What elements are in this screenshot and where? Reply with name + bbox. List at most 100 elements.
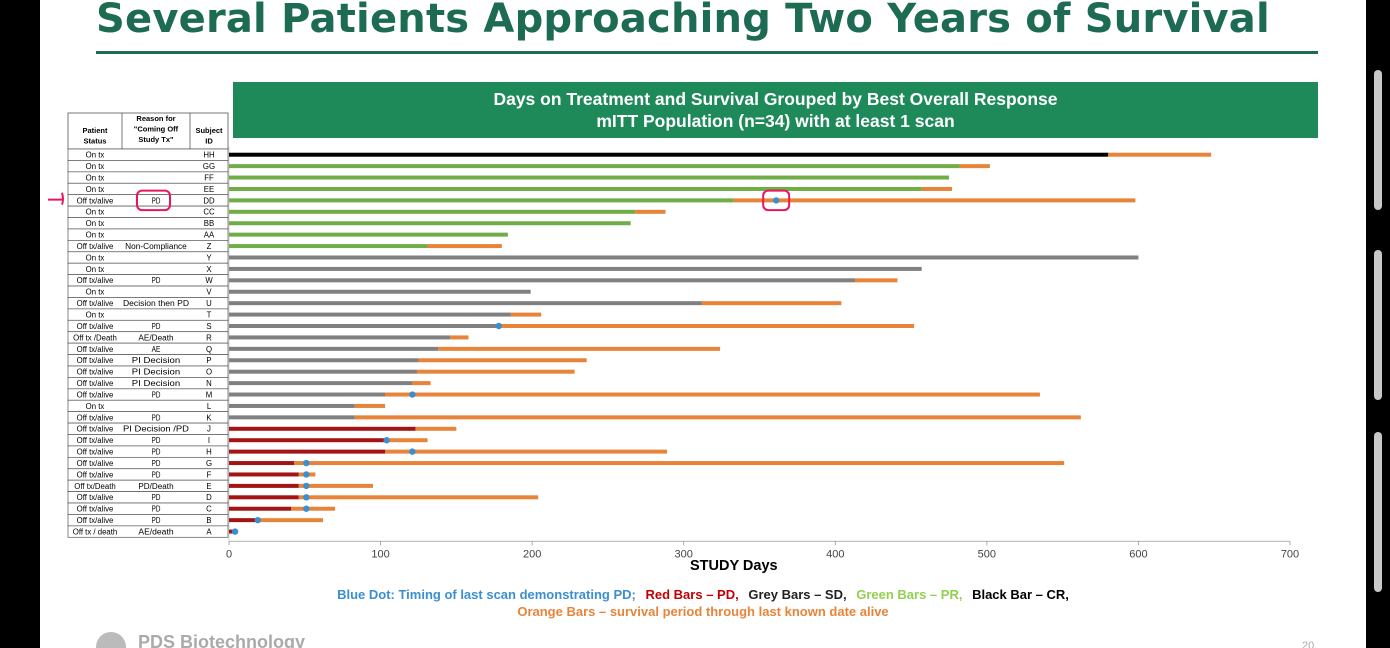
slide-title: Several Patients Approaching Two Years o…	[96, 0, 1270, 42]
row-status: Off tx/alive	[77, 493, 114, 502]
treatment-bar	[229, 152, 1109, 157]
row-status: Off tx/alive	[77, 368, 114, 377]
treatment-bar	[229, 255, 1139, 260]
scrollbar-thumb-2[interactable]	[1374, 250, 1382, 400]
row-subject-id: EE	[204, 185, 214, 194]
row-status: Off tx/alive	[77, 413, 114, 422]
row-reason: PD	[152, 516, 161, 525]
row-subject-id: E	[206, 482, 211, 491]
survival-bar	[510, 312, 542, 317]
slide: Several Patients Approaching Two Years o…	[40, 0, 1366, 648]
row-subject-id: DD	[203, 196, 215, 205]
treatment-bar	[229, 312, 511, 317]
row-reason: PI Decision	[132, 379, 180, 388]
pd-scan-dot	[303, 494, 310, 501]
survival-bar	[415, 426, 457, 431]
survival-bar	[959, 164, 990, 169]
row-status: Off tx/alive	[77, 242, 114, 251]
row-subject-id: K	[206, 413, 212, 422]
survival-bar	[416, 369, 575, 374]
row-status: Off tx/alive	[77, 276, 114, 285]
header-reason: Reason for "Coming Off Study Tx"	[134, 114, 179, 144]
row-status: Off tx/alive	[77, 516, 114, 525]
row-subject-id: Y	[206, 253, 212, 262]
row-subject-id: U	[206, 299, 212, 308]
legend-line-1: Blue Dot: Timing of last scan demonstrat…	[40, 587, 1366, 602]
row-reason: AE/Death	[138, 333, 173, 342]
survival-bar	[427, 244, 502, 249]
treatment-bar	[229, 221, 631, 226]
row-reason: PD	[152, 276, 161, 285]
row-status: On tx	[86, 219, 105, 228]
x-tick-label: 300	[675, 548, 693, 560]
row-reason: PI Decision	[132, 368, 180, 377]
treatment-bar	[229, 244, 428, 249]
row-subject-id: T	[207, 311, 212, 320]
survival-bar	[354, 415, 1081, 420]
pd-scan-dot	[409, 448, 416, 455]
row-subject-id: HH	[203, 151, 214, 160]
row-reason: PD	[152, 413, 161, 422]
scrollbar-thumb-3[interactable]	[1374, 432, 1382, 592]
treatment-bar	[229, 198, 734, 203]
legend-black: Black Bar – CR,	[972, 587, 1069, 602]
row-subject-id: Q	[206, 345, 212, 354]
row-status: On tx	[86, 265, 105, 274]
row-status: On tx	[86, 173, 105, 182]
treatment-bar	[229, 518, 258, 523]
pd-scan-dot	[772, 197, 780, 204]
pd-scan-dot	[254, 516, 261, 524]
scrollbar-thumb[interactable]	[1374, 70, 1382, 210]
row-status: Off tx/alive	[77, 196, 114, 205]
treatment-bar	[229, 209, 636, 214]
survival-bar	[291, 506, 336, 511]
row-subject-id: C	[206, 505, 212, 514]
row-status: Off tx / death	[73, 527, 118, 536]
survival-bar	[921, 186, 952, 191]
treatment-bar	[229, 266, 922, 271]
banner-line-2: mITT Population (n=34) with at least 1 s…	[596, 111, 955, 131]
header-patient-status: Patient Status	[82, 126, 108, 146]
row-reason: Decision then PD	[123, 299, 189, 308]
x-tick-label: 600	[1129, 548, 1147, 560]
row-status: Off tx/alive	[77, 436, 114, 445]
annotation-arrow	[48, 192, 64, 206]
survival-bar	[635, 209, 666, 214]
treatment-bar	[229, 449, 386, 454]
row-status: On tx	[86, 288, 105, 297]
banner-line-1: Days on Treatment and Survival Grouped b…	[493, 89, 1058, 109]
row-reason: PD	[152, 448, 161, 457]
row-subject-id: R	[206, 333, 212, 342]
pd-scan-dot	[303, 505, 310, 512]
pd-scan-dot	[231, 528, 239, 535]
row-status: On tx	[86, 151, 105, 160]
row-subject-id: AA	[204, 231, 215, 240]
x-axis-label: STUDY Days	[690, 558, 778, 574]
row-subject-id: H	[206, 448, 212, 457]
row-status: Off tx/alive	[77, 356, 114, 365]
survival-bar	[438, 346, 721, 351]
x-tick-label: 400	[826, 548, 844, 560]
survival-bar	[733, 198, 1136, 203]
treatment-bar	[229, 324, 499, 329]
treatment-bar	[229, 472, 299, 477]
treatment-bar	[229, 175, 949, 180]
row-status: Off tx/alive	[77, 425, 114, 434]
row-status: On tx	[86, 402, 105, 411]
pd-scan-dot	[303, 471, 310, 478]
row-status: On tx	[86, 162, 105, 171]
row-status: Off tx/alive	[77, 470, 114, 479]
company-logo-icon	[96, 632, 126, 648]
annotation-circle-dot	[762, 189, 791, 212]
annotation-circle-reason	[136, 189, 171, 212]
survival-bar	[418, 358, 587, 363]
treatment-bar	[229, 346, 439, 351]
row-status: Off tx/Death	[74, 482, 115, 491]
treatment-bar	[229, 461, 295, 466]
row-subject-id: BB	[204, 219, 214, 228]
treatment-bar	[229, 301, 702, 306]
row-status: Off tx/alive	[77, 299, 114, 308]
treatment-bar	[229, 335, 451, 340]
legend-orange: Orange Bars – survival period through la…	[517, 604, 889, 619]
survival-bar	[385, 392, 1040, 397]
